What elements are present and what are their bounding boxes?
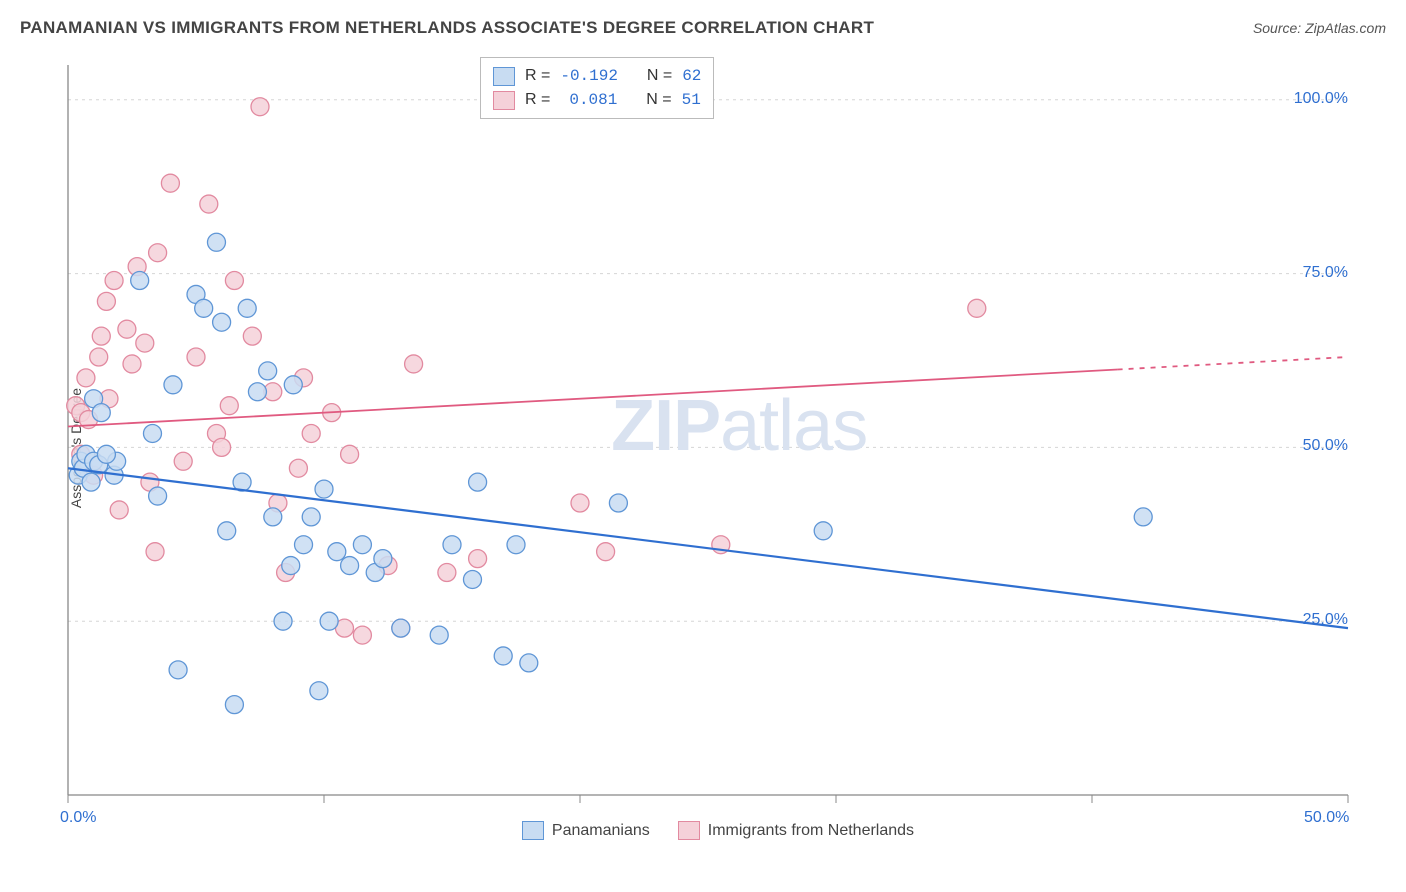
y-tick-label: 75.0% xyxy=(1303,264,1348,282)
legend-bottom: Panamanians Immigrants from Netherlands xyxy=(50,821,1386,840)
swatch-legend-2 xyxy=(678,821,700,840)
correlation-legend-box: R = -0.192 N = 62 R = 0.081 N = 51 xyxy=(480,57,714,119)
swatch-series-2 xyxy=(493,91,515,110)
y-tick-label: 50.0% xyxy=(1303,437,1348,455)
source-attribution: Source: ZipAtlas.com xyxy=(1253,20,1386,36)
swatch-legend-1 xyxy=(522,821,544,840)
correlation-row-1: R = -0.192 N = 62 xyxy=(493,64,701,88)
legend-item-2: Immigrants from Netherlands xyxy=(678,821,914,840)
swatch-series-1 xyxy=(493,67,515,86)
y-tick-label: 25.0% xyxy=(1303,611,1348,629)
legend-item-1: Panamanians xyxy=(522,821,650,840)
scatter-chart xyxy=(50,55,1386,840)
chart-container: Associate's Degree ZIPatlas R = -0.192 N… xyxy=(50,55,1386,840)
chart-title: PANAMANIAN VS IMMIGRANTS FROM NETHERLAND… xyxy=(20,18,874,38)
correlation-row-2: R = 0.081 N = 51 xyxy=(493,88,701,112)
y-tick-label: 100.0% xyxy=(1294,90,1348,108)
